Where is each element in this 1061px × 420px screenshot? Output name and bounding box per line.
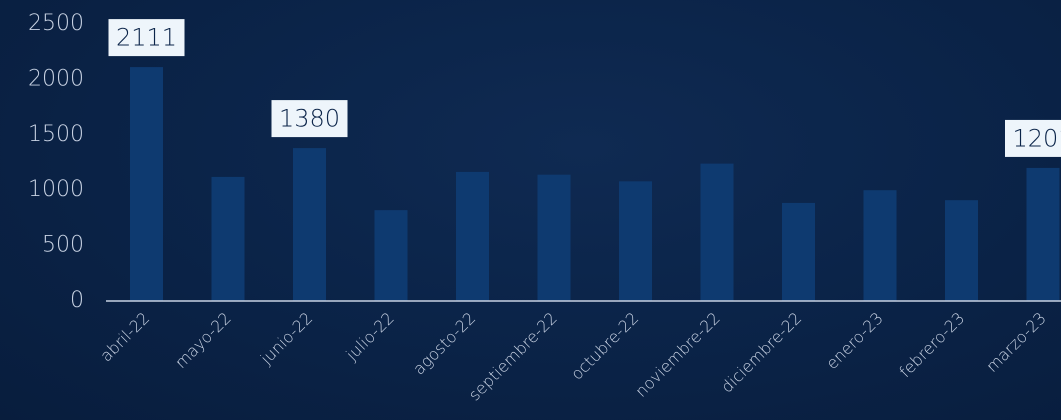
bar-noviembre-22 [700, 163, 734, 301]
x-tick-label: febrero-23 [895, 308, 968, 381]
x-tick-label: noviembre-22 [631, 308, 723, 400]
bar-diciembre-22 [782, 202, 815, 301]
y-tick-label: 1000 [28, 177, 84, 202]
x-axis-labels: abril-22 mayo-22 junio-22 julio-22 agosto-22… [96, 308, 1049, 404]
bar-marzo-23 [1026, 167, 1060, 301]
x-tick-label: octubre-22 [567, 308, 642, 383]
y-tick-label: 2500 [28, 11, 84, 36]
bars-layer [130, 67, 1060, 301]
bar-febrero-23 [945, 200, 978, 301]
y-tick-label: 2000 [28, 66, 84, 91]
data-label-box [1005, 119, 1061, 157]
x-tick-label: julio-22 [341, 308, 397, 364]
x-tick-label: abril-22 [96, 308, 153, 365]
x-tick-label: diciembre-22 [717, 308, 805, 396]
x-tick-label: mayo-22 [171, 308, 235, 372]
bar-abril-22 [130, 67, 163, 301]
x-tick-label: marzo-23 [982, 308, 1050, 376]
data-label-text: 1201 [1012, 124, 1061, 152]
data-labels: 2111 1380 1201 [108, 19, 1061, 157]
data-label-box [271, 100, 348, 138]
data-label-text: 2111 [116, 24, 177, 52]
data-label: 1201 [1005, 119, 1061, 157]
bar-octubre-22 [619, 181, 652, 301]
y-tick-label: 1500 [28, 122, 84, 147]
y-tick-label: 500 [42, 233, 84, 258]
bar-junio-22 [293, 148, 326, 301]
data-label: 2111 [108, 19, 185, 57]
bar-agosto-22 [456, 171, 489, 301]
y-tick-label: 0 [70, 288, 84, 313]
data-label-text: 1380 [279, 105, 340, 133]
bar-mayo-22 [211, 176, 245, 301]
data-label-box [108, 19, 185, 57]
data-label: 1380 [271, 100, 348, 138]
x-tick-label: junio-22 [256, 308, 316, 368]
x-tick-label: agosto-22 [409, 308, 479, 378]
bar-julio-22 [374, 210, 408, 301]
x-tick-label: enero-23 [822, 308, 887, 373]
bar-septiembre-22 [537, 174, 571, 301]
y-axis-ticks: 0 500 1000 1500 2000 2500 [28, 11, 84, 313]
bar-enero-23 [863, 190, 897, 301]
x-tick-label: septiembre-22 [465, 308, 561, 404]
